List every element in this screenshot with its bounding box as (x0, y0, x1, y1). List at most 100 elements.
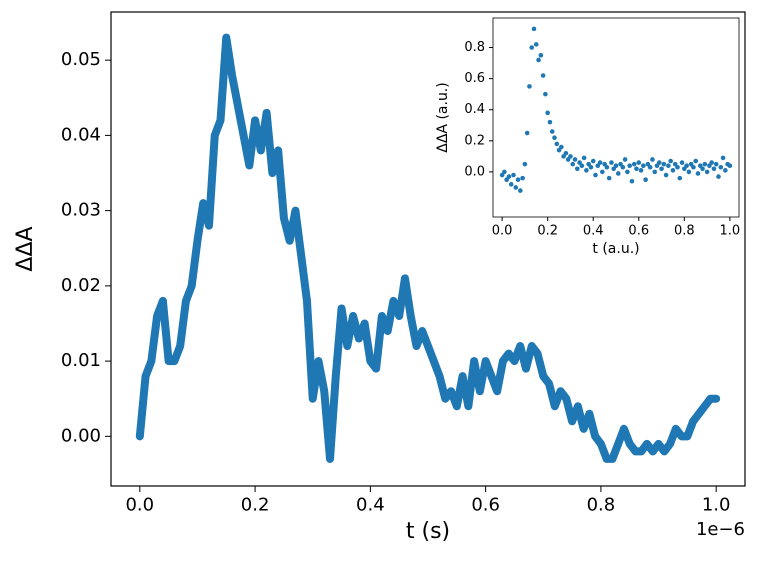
data-point (508, 182, 514, 187)
data-point (641, 163, 646, 168)
data-point (549, 129, 555, 134)
data-point (520, 175, 525, 181)
data-point (670, 168, 676, 173)
data-point (604, 164, 610, 170)
x-tick-label: 0.2 (537, 223, 558, 238)
data-point (533, 42, 539, 47)
data-point (547, 119, 553, 125)
data-point (700, 166, 705, 172)
axes-frame (492, 17, 740, 218)
data-point (540, 73, 546, 78)
data-point (513, 185, 519, 190)
data-point (686, 169, 692, 175)
data-point (668, 158, 673, 164)
x-offset-label: 1e−6 (696, 519, 745, 540)
y-tick-label: 0.05 (61, 49, 101, 70)
data-point (609, 160, 614, 165)
data-point (652, 169, 658, 175)
data-point (506, 174, 512, 179)
data-point (524, 130, 530, 136)
data-point (613, 163, 619, 168)
data-point (579, 163, 585, 168)
data-point (723, 168, 728, 173)
data-point (625, 169, 630, 175)
data-point (511, 172, 516, 178)
data-point (581, 155, 587, 161)
x-axis-label: t (s) (406, 519, 450, 544)
data-point (627, 163, 632, 168)
data-point (631, 161, 637, 167)
data-point (554, 141, 560, 147)
x-tick-label: 0.8 (674, 223, 695, 238)
x-tick-label: 0.8 (587, 495, 616, 516)
data-point (679, 160, 685, 165)
data-point (643, 177, 648, 182)
data-point (543, 91, 548, 97)
data-point (693, 158, 699, 164)
data-point (629, 178, 635, 184)
y-tick-label: 0.03 (61, 200, 101, 221)
data-point (531, 26, 537, 32)
y-tick-label: 0.6 (464, 71, 485, 86)
data-point (600, 169, 605, 175)
data-point (647, 164, 653, 170)
inset: 0.0 0.2 0.4 0.6 0.8 1.0 0.0 0.2 0.4 0.6 0.8 t (a.u.… (435, 17, 741, 257)
y-tick-label: 0.2 (464, 133, 485, 148)
x-tick-label: 0.4 (583, 223, 604, 238)
data-point (572, 157, 578, 162)
data-point (563, 150, 569, 156)
data-point (638, 168, 644, 173)
data-point (574, 166, 580, 172)
data-point (636, 160, 642, 165)
data-point (568, 154, 573, 159)
data-point (650, 157, 655, 162)
data-point (570, 161, 576, 167)
data-point (659, 166, 664, 172)
x-tick-label: 0.0 (125, 495, 154, 516)
data-point (502, 169, 507, 175)
data-point (597, 160, 603, 165)
data-point (711, 166, 717, 172)
data-point (615, 171, 621, 176)
x-tick-label: 1.0 (702, 495, 731, 516)
y-tick-label: 0.8 (464, 40, 485, 55)
data-point (716, 174, 721, 179)
data-point (702, 161, 708, 167)
data-point (522, 161, 528, 167)
y-axis-label: ΔΔA (a.u.) (435, 82, 451, 152)
data-point (545, 110, 550, 116)
data-point (713, 161, 719, 167)
y-tick-label: 0.01 (61, 350, 101, 371)
x-tick-label: 0.6 (628, 223, 649, 238)
x-tick-label: 0.6 (471, 495, 500, 516)
data-point (552, 135, 557, 141)
inset-background (493, 18, 739, 217)
y-tick-label: 0.00 (61, 425, 101, 446)
data-point (527, 84, 532, 89)
x-axis-label: t (a.u.) (592, 241, 639, 257)
data-point (675, 164, 680, 170)
data-point (538, 53, 544, 58)
data-point (684, 163, 689, 168)
data-point (588, 164, 594, 170)
data-point (606, 175, 612, 181)
data-point (661, 161, 667, 167)
data-point (515, 177, 521, 182)
data-point (656, 160, 662, 165)
data-point (720, 155, 726, 161)
data-point (709, 160, 714, 165)
data-point (634, 166, 639, 172)
x-tick-label: 1.0 (720, 223, 741, 238)
data-point (559, 144, 564, 150)
data-point (691, 164, 696, 170)
data-point (663, 172, 669, 178)
data-point (727, 163, 733, 168)
y-tick-label: 0.02 (61, 275, 101, 296)
x-tick-label: 0.0 (492, 223, 513, 238)
y-tick-label: 0.0 (464, 164, 485, 179)
data-point (704, 169, 710, 175)
x-tick-label: 0.2 (241, 495, 270, 516)
axes-frame (110, 11, 746, 487)
data-line (135, 33, 721, 463)
